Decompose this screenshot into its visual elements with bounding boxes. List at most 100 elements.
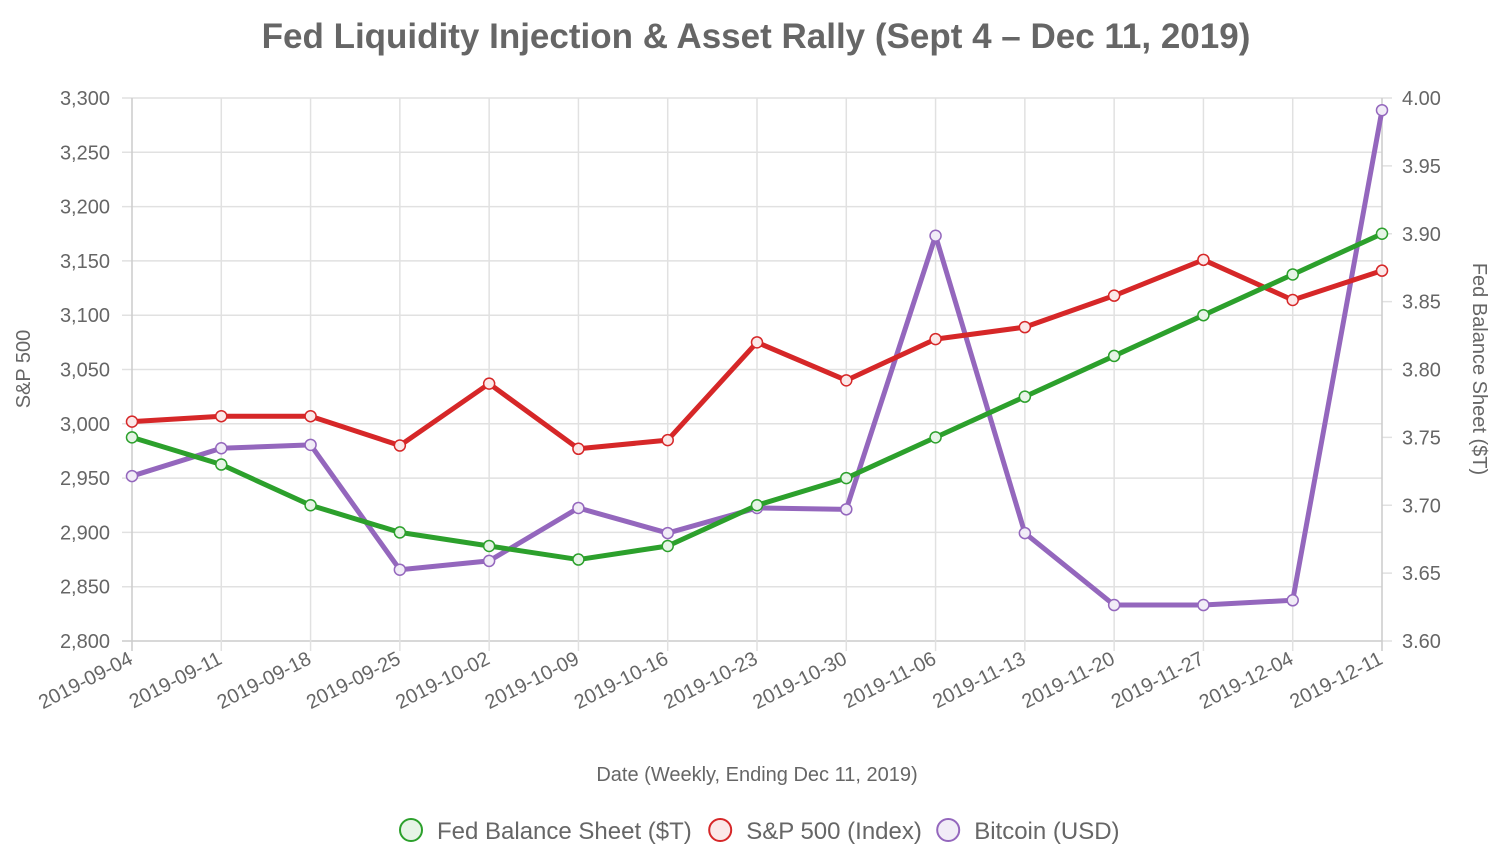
x-tick-label: 2019-11-27 xyxy=(1108,648,1208,713)
legend-item[interactable]: Fed Balance Sheet ($T) xyxy=(399,818,692,845)
right-tick-label: 3.95 xyxy=(1402,156,1441,178)
left-tick-label: 3,100 xyxy=(60,305,110,327)
left-tick-label: 3,250 xyxy=(60,142,110,164)
data-point[interactable] xyxy=(393,563,407,576)
data-point[interactable] xyxy=(1018,320,1032,334)
left-tick-label: 3,000 xyxy=(60,414,110,436)
data-point[interactable] xyxy=(125,469,139,483)
right-tick-label: 3.60 xyxy=(1402,631,1441,653)
data-point[interactable] xyxy=(840,503,853,516)
data-point[interactable] xyxy=(304,499,317,512)
data-point[interactable] xyxy=(572,442,585,456)
data-point[interactable] xyxy=(1107,349,1121,363)
data-point[interactable] xyxy=(929,332,942,346)
legend-item[interactable]: S&P 500 (Index) xyxy=(708,818,922,845)
right-tick-label: 3.65 xyxy=(1402,563,1441,585)
data-point[interactable] xyxy=(661,539,674,553)
data-point[interactable] xyxy=(572,553,585,566)
left-tick-label: 2,950 xyxy=(60,468,110,490)
data-point[interactable] xyxy=(125,431,139,444)
data-point[interactable] xyxy=(750,499,764,512)
legend-swatch-icon xyxy=(936,818,961,842)
x-tick-label: 2019-10-30 xyxy=(749,648,850,714)
legend: Fed Balance Sheet ($T) S&P 500 (Index) Bit… xyxy=(399,818,1120,845)
right-tick-label: 3.80 xyxy=(1402,360,1441,382)
data-point[interactable] xyxy=(482,377,496,390)
legend-label: Bitcoin (USD) xyxy=(974,818,1119,845)
x-tick-label: 2019-12-04 xyxy=(1196,648,1297,714)
data-point[interactable] xyxy=(215,458,228,471)
data-point[interactable] xyxy=(393,526,407,539)
x-tick-label: 2019-10-23 xyxy=(660,648,761,714)
data-point[interactable] xyxy=(929,431,942,444)
left-tick-label: 2,850 xyxy=(60,577,110,599)
data-point[interactable] xyxy=(125,415,139,428)
data-point[interactable] xyxy=(750,336,764,349)
x-tick-label: 2019-11-13 xyxy=(929,648,1029,713)
right-axis-ticks: 3.60 3.65 3.70 3.75 3.80 3.85 3.90 3.95 4.00 xyxy=(1402,88,1441,653)
x-tick-label: 2019-10-16 xyxy=(571,648,672,714)
data-point[interactable] xyxy=(1375,264,1389,277)
data-point[interactable] xyxy=(1286,594,1299,607)
left-tick-label: 3,300 xyxy=(60,88,110,110)
left-tick-label: 2,800 xyxy=(60,631,110,653)
data-point[interactable] xyxy=(929,229,942,243)
data-point[interactable] xyxy=(840,374,853,387)
data-point[interactable] xyxy=(482,539,496,553)
data-point[interactable] xyxy=(1018,526,1032,540)
left-axis-ticks: 2,800 2,850 2,900 2,950 3,000 3,050 3,100 3,150… xyxy=(60,88,110,653)
x-tick-label: 2019-09-04 xyxy=(35,648,136,714)
data-point[interactable] xyxy=(393,439,407,452)
x-axis-title: Date (Weekly, Ending Dec 11, 2019) xyxy=(596,764,917,786)
data-point[interactable] xyxy=(1018,390,1032,403)
legend-label: S&P 500 (Index) xyxy=(746,818,922,845)
right-tick-label: 3.85 xyxy=(1402,292,1441,314)
data-point[interactable] xyxy=(215,409,228,423)
right-tick-label: 4.00 xyxy=(1402,88,1441,110)
data-point[interactable] xyxy=(215,441,228,455)
x-tick-label: 2019-11-20 xyxy=(1019,648,1119,713)
x-tick-label: 2019-09-25 xyxy=(303,648,404,714)
x-axis-ticks: 2019-09-042019-09-112019-09-182019-09-25… xyxy=(35,648,1386,714)
data-point[interactable] xyxy=(304,409,317,423)
grid xyxy=(122,97,1392,651)
right-axis-title: Fed Balance Sheet ($T) xyxy=(1468,263,1490,475)
series-fed-balance-sheet-t xyxy=(125,227,1389,566)
left-axis-title: S&P 500 xyxy=(13,330,35,409)
right-tick-label: 3.90 xyxy=(1402,224,1441,246)
x-tick-label: 2019-10-02 xyxy=(392,648,493,714)
data-point[interactable] xyxy=(572,501,585,515)
data-point[interactable] xyxy=(304,438,317,452)
x-tick-label: 2019-09-11 xyxy=(126,648,226,713)
legend-swatch-icon xyxy=(399,818,423,842)
x-tick-label: 2019-09-18 xyxy=(214,648,315,714)
data-point[interactable] xyxy=(661,433,674,447)
data-point[interactable] xyxy=(661,526,674,540)
data-point[interactable] xyxy=(1197,308,1210,322)
left-tick-label: 3,150 xyxy=(60,251,110,273)
data-point[interactable] xyxy=(482,554,496,568)
x-tick-label: 2019-10-09 xyxy=(482,648,583,714)
x-tick-label: 2019-12-11 xyxy=(1286,648,1386,713)
data-point[interactable] xyxy=(1286,268,1299,281)
left-tick-label: 3,050 xyxy=(60,360,110,382)
series xyxy=(125,103,1389,612)
legend-swatch-icon xyxy=(708,818,733,842)
x-tick-label: 2019-11-06 xyxy=(840,648,940,713)
data-point[interactable] xyxy=(1375,103,1389,117)
data-point[interactable] xyxy=(1286,293,1299,307)
data-point[interactable] xyxy=(840,471,853,485)
data-point[interactable] xyxy=(1107,289,1121,302)
data-point[interactable] xyxy=(1197,598,1210,612)
chart-title: Fed Liquidity Injection & Asset Rally (S… xyxy=(262,17,1251,56)
left-tick-label: 3,200 xyxy=(60,197,110,219)
data-point[interactable] xyxy=(1375,227,1389,240)
data-point[interactable] xyxy=(1197,253,1210,267)
data-point[interactable] xyxy=(1107,598,1121,612)
legend-label: Fed Balance Sheet ($T) xyxy=(437,818,692,845)
right-tick-label: 3.70 xyxy=(1402,495,1441,517)
right-tick-label: 3.75 xyxy=(1402,427,1441,449)
series-s-p-500-index xyxy=(125,253,1389,456)
legend-item[interactable]: Bitcoin (USD) xyxy=(936,818,1120,845)
